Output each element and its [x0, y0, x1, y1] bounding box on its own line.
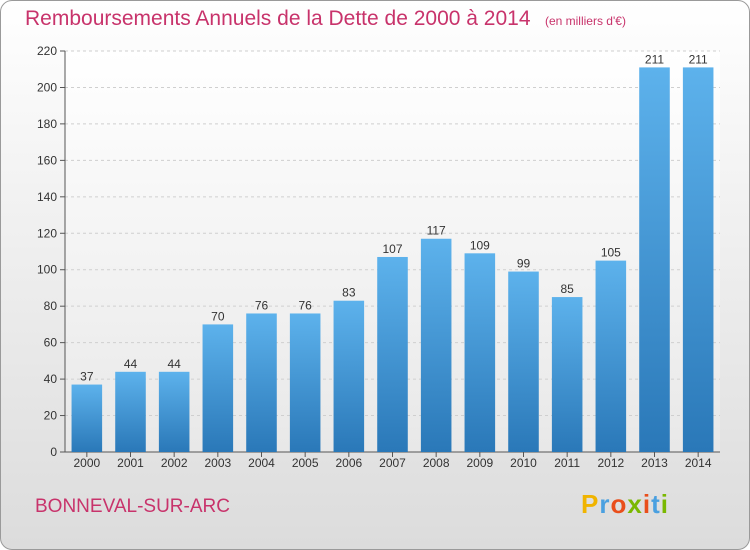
bar: [551, 297, 583, 452]
bar-value-label: 105: [601, 246, 621, 260]
logo-letter: P: [581, 489, 600, 519]
x-tick-label: 2010: [510, 456, 537, 470]
bar-value-label: 109: [470, 238, 490, 252]
x-tick-label: 2014: [685, 456, 712, 470]
bar: [639, 67, 670, 453]
bar: [289, 313, 321, 452]
x-tick-label: 2002: [161, 456, 188, 470]
logo-letter: i: [642, 489, 652, 519]
x-tick-label: 2001: [117, 456, 144, 470]
y-tick-label: 40: [44, 372, 58, 386]
bar: [508, 271, 539, 452]
x-tick-label: 2012: [597, 456, 624, 470]
x-tick-label: 2005: [292, 456, 319, 470]
bar: [202, 324, 234, 452]
x-tick-label: 2000: [73, 456, 100, 470]
bar-value-label: 99: [517, 257, 531, 271]
logo-letter: x: [627, 489, 643, 519]
bar-value-label: 37: [80, 370, 94, 384]
y-tick-label: 60: [44, 336, 58, 350]
y-tick-label: 80: [44, 299, 58, 313]
bar: [333, 300, 365, 452]
logo-letter: r: [599, 489, 611, 519]
logo-letter: i: [660, 489, 669, 519]
bar-value-label: 76: [298, 298, 312, 312]
x-tick-label: 2003: [204, 456, 231, 470]
y-tick-label: 220: [37, 44, 57, 58]
x-tick-label: 2007: [379, 456, 406, 470]
logo-letter: t: [651, 489, 661, 519]
bar-value-label: 117: [427, 224, 446, 238]
bar-value-label: 76: [255, 298, 269, 312]
bar-value-label: 211: [645, 52, 664, 66]
x-tick-label: 2008: [423, 456, 450, 470]
bar: [377, 256, 408, 452]
bar: [158, 371, 190, 452]
bar: [595, 260, 627, 452]
bar-value-label: 44: [124, 357, 138, 371]
y-tick-label: 120: [37, 226, 57, 240]
bar-value-label: 44: [167, 357, 181, 371]
x-tick-label: 2009: [466, 456, 493, 470]
y-tick-label: 200: [37, 80, 57, 94]
y-tick-label: 20: [44, 409, 58, 423]
x-tick-label: 2011: [554, 456, 580, 470]
town-name: BONNEVAL-SUR-ARC: [35, 496, 230, 517]
chart-subtitle: (en milliers d'€): [544, 14, 626, 28]
chart-title-row: Remboursements Annuels de la Dette de 20…: [25, 7, 626, 31]
bar: [246, 313, 277, 452]
bar-value-label: 107: [382, 242, 402, 256]
y-tick-label: 180: [37, 117, 57, 131]
x-tick-label: 2004: [248, 456, 275, 470]
bar: [115, 371, 146, 452]
y-tick-label: 0: [50, 445, 57, 459]
y-tick-label: 140: [37, 190, 57, 204]
bar-value-label: 83: [342, 286, 356, 300]
bar-value-label: 85: [560, 282, 574, 296]
chart-title: Remboursements Annuels de la Dette de 20…: [25, 7, 531, 30]
bar: [71, 384, 103, 452]
proxiti-logo: Proxiti: [581, 489, 669, 520]
bar: [464, 253, 496, 452]
bar: [420, 238, 452, 452]
bar: [682, 67, 714, 453]
y-tick-label: 100: [37, 263, 57, 277]
bar-value-label: 70: [211, 309, 225, 323]
x-tick-label: 2006: [335, 456, 362, 470]
y-tick-label: 160: [37, 153, 57, 167]
x-tick-label: 2013: [641, 456, 668, 470]
logo-letter: o: [610, 489, 628, 519]
bar-value-label: 211: [689, 52, 708, 66]
